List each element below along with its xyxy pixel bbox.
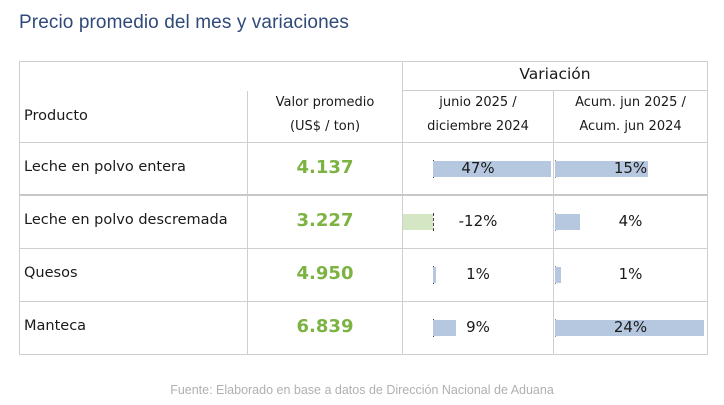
var1-bar [433,320,456,336]
header-var1: junio 2025 / diciembre 2024 [403,91,553,139]
header-var2: Acum. jun 2025 / Acum. jun 2024 [554,91,707,139]
header-variacion: Variación [519,65,591,83]
var2-bar [555,214,580,230]
row-value: 6.839 [296,316,354,337]
table-border-top [19,61,708,62]
header-valor-line2: (US$ / ton) [289,119,361,134]
source-note: Fuente: Elaborado en base a datos de Dir… [170,383,554,397]
row-product-label: Quesos [24,265,78,281]
header-producto: Producto [24,108,88,124]
header-valor-line1: Valor promedio [275,95,375,110]
col-divider-2 [402,61,403,355]
header-var2-line1: Acum. jun 2025 / [575,95,686,110]
header-var2-line2: Acum. jun 2024 [579,119,682,134]
header-divider [402,90,708,91]
price-table: Variación Producto Valor promedio (US$ /… [19,61,708,355]
table-border-bottom [19,354,708,355]
col-divider-1 [247,91,248,355]
var1-axis [433,213,434,231]
var1-label: 1% [466,265,490,283]
var1-label: 47% [461,159,495,177]
var2-label: 4% [618,212,643,230]
row-product-label: Leche en polvo entera [24,159,186,175]
var1-label: 9% [466,318,490,336]
row-product-label: Manteca [24,318,87,334]
header-var1-line2: diciembre 2024 [427,119,529,134]
row-divider-3 [19,301,708,302]
var1-bar [433,267,436,283]
row-divider-2 [19,248,708,249]
var2-label: 1% [618,265,643,283]
col-divider-3 [553,91,554,355]
row-value: 4.950 [296,263,354,284]
row-value: 3.227 [296,210,354,231]
page-title: Precio promedio del mes y variaciones [19,12,350,33]
var2-label: 15% [613,159,648,177]
row-divider-0 [19,142,708,143]
var2-bar [555,161,648,177]
table-border-left [19,61,20,355]
row-product-label: Leche en polvo descremada [24,212,228,228]
row-divider-1 [19,194,708,196]
var1-bar [403,214,433,230]
var1-bar [433,161,551,177]
var2-bar [555,267,562,283]
row-value: 4.137 [296,157,354,178]
var2-bar [555,320,704,336]
table-border-right [707,61,708,355]
header-valor: Valor promedio (US$ / ton) [248,91,402,139]
var1-label: -12% [458,212,498,230]
header-var1-line1: junio 2025 / [439,95,517,110]
var2-label: 24% [613,318,648,336]
